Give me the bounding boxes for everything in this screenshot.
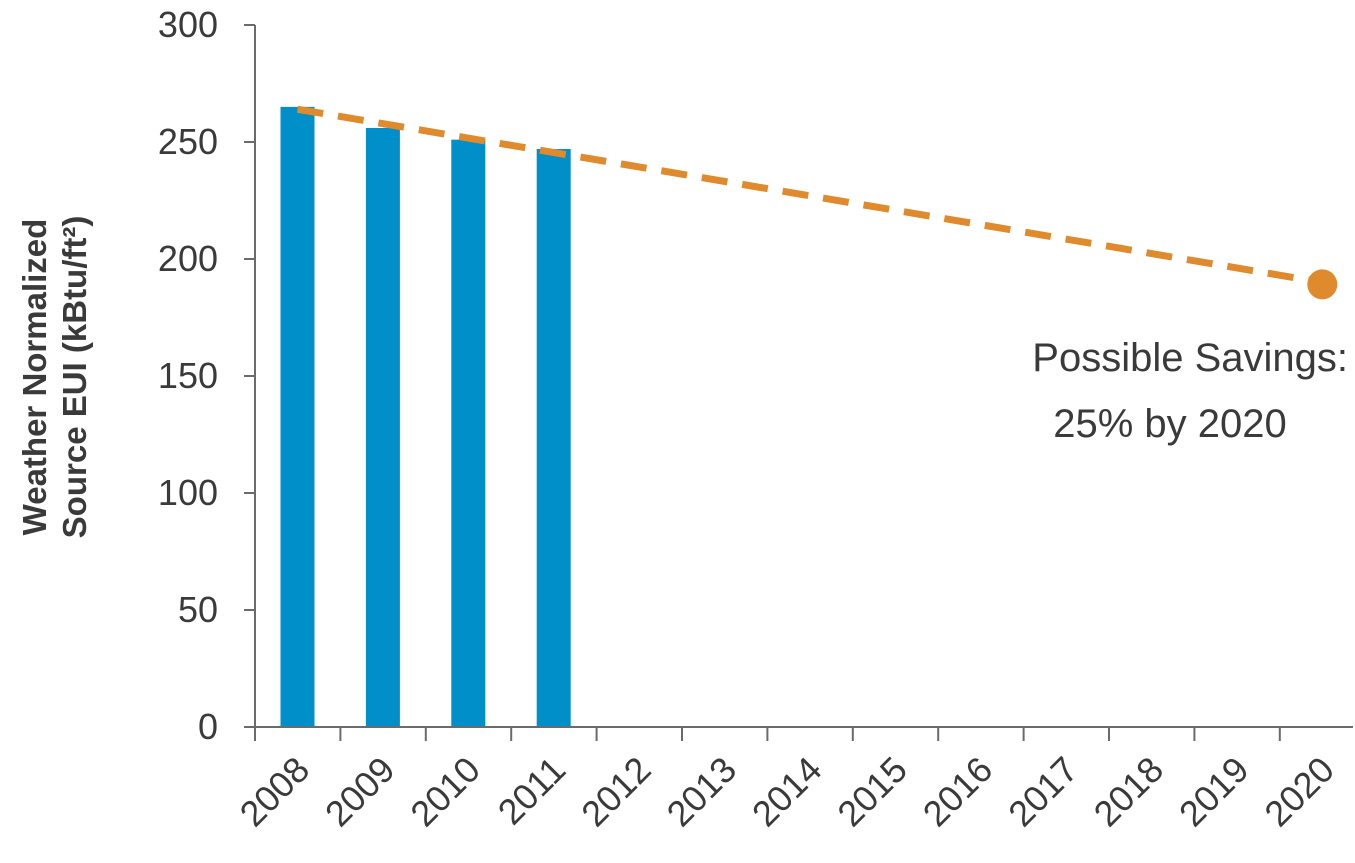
bar [365,127,400,727]
x-tick-label: 2014 [744,749,830,835]
x-tick-label: 2016 [915,749,1001,835]
x-tick-label: 2018 [1086,749,1172,835]
x-tick-label: 2012 [573,749,659,835]
annotation: Possible Savings: 25% by 2020 [1032,336,1348,446]
trend-dash-line [296,105,1323,286]
y-tick-label: 150 [158,355,218,396]
y-tick-label: 300 [158,4,218,45]
y-tick-label: 100 [158,472,218,513]
x-tick-label: 2010 [402,749,488,835]
x-tick-label: 2015 [829,749,915,835]
bar [536,149,571,727]
x-tick-label: 2019 [1171,749,1257,835]
bar [280,106,315,727]
x-tick-label: 2020 [1256,749,1342,835]
annotation-line-2: 25% by 2020 [1053,402,1287,446]
y-axis-title-line-1: Weather Normalized [16,219,53,536]
trend-line [296,105,1338,300]
y-axis: 0 50 100 150 200 250 300 [158,4,256,747]
x-tick-label: 2013 [659,749,745,835]
y-tick-label: 0 [198,706,218,747]
x-tick-label: 2009 [317,749,403,835]
bar-series [280,106,571,727]
x-axis: 2008 2009 2010 2011 2012 2013 2014 2015 2016 2017… [232,726,1353,835]
y-axis-title-line-2: Source EUI (kBtu/ft²) [56,216,93,539]
bar [451,139,486,727]
y-tick-label: 50 [178,589,218,630]
y-tick-label: 200 [158,238,218,279]
x-tick-label: 2008 [232,749,318,835]
x-tick-label: 2011 [490,749,574,833]
trend-end-dot [1307,269,1338,300]
y-tick-label: 250 [158,121,218,162]
x-tick-label: 2017 [1000,749,1086,835]
y-axis-title: Weather Normalized Source EUI (kBtu/ft²) [16,216,93,539]
annotation-line-1: Possible Savings: [1032,336,1348,380]
